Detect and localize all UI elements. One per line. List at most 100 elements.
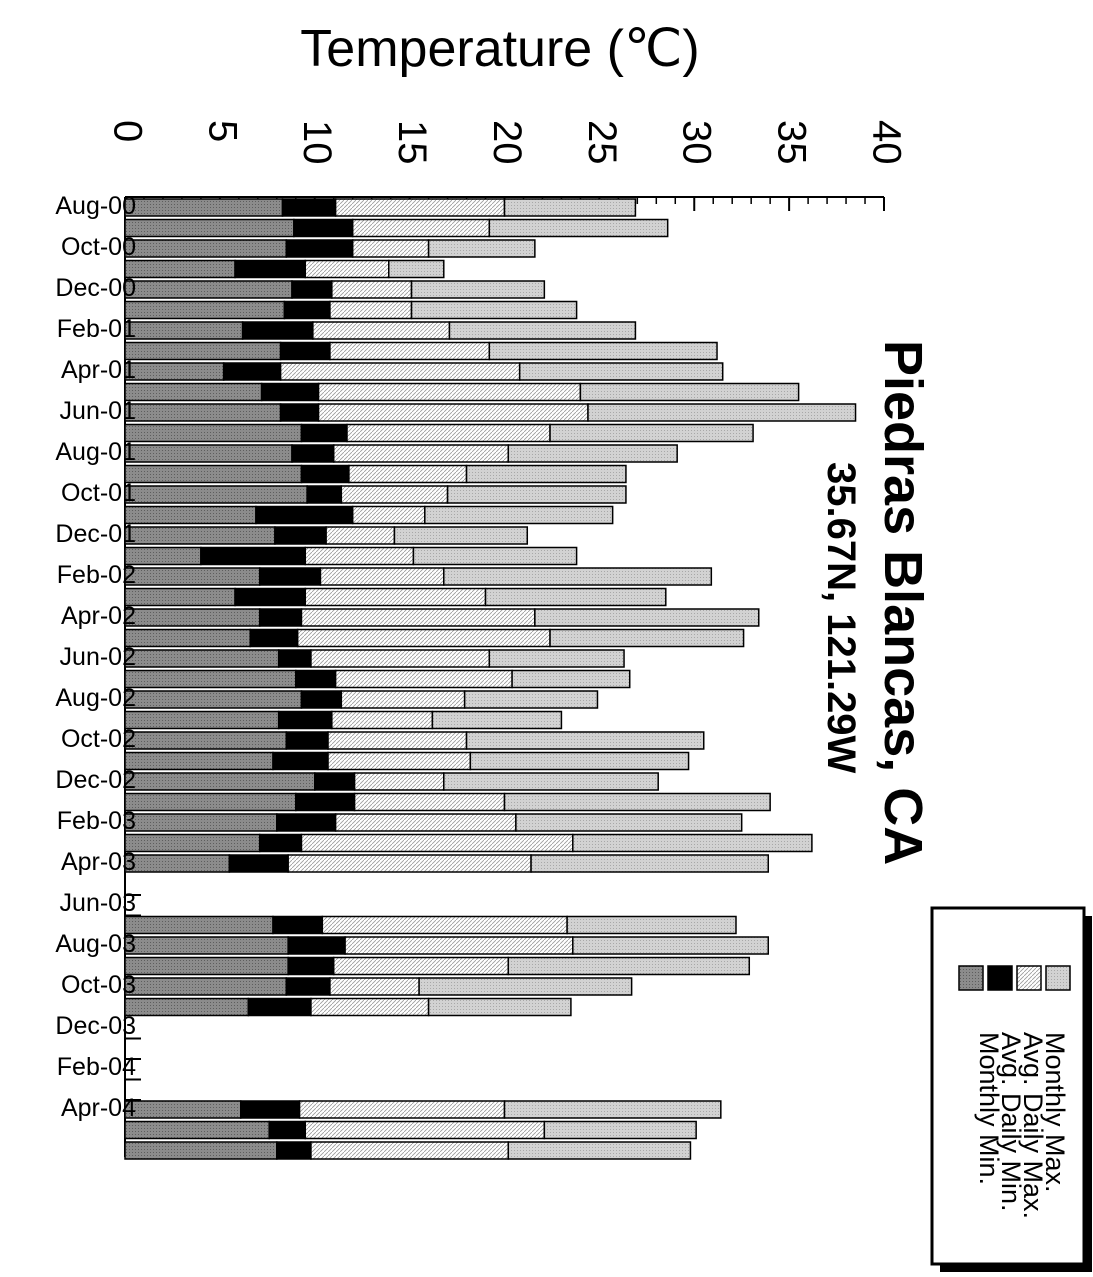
bar-Oct-02-avg-daily-max [327, 731, 468, 750]
bar-Sep-00-avg-daily-min [293, 218, 354, 238]
bar-Jun-01-avg-daily-max [317, 403, 589, 422]
bar-Feb-03-avg-daily-max [334, 813, 517, 832]
y-category-label-Dec-01: Dec-01 [55, 520, 136, 548]
bar-Nov-02-monthly-min [124, 751, 274, 771]
bar-Apr-02-avg-daily-max [300, 608, 536, 627]
bar-Jan-02-avg-daily-max [304, 546, 415, 566]
bar-Oct-03-monthly-min [124, 977, 288, 996]
bar-Apr-04-avg-daily-max [298, 1100, 506, 1119]
bar-Apr-01-monthly-max [518, 362, 724, 381]
bar-May-01-monthly-max [579, 382, 800, 402]
bar-Jan-03-avg-daily-max [353, 792, 506, 812]
bar-Jul-03-monthly-min [124, 915, 274, 935]
y-category-label-Jun-03: Jun-03 [60, 889, 136, 917]
bar-Oct-01-avg-daily-max [340, 485, 449, 504]
bar-Mar-03-avg-daily-max [300, 833, 574, 853]
bar-Mar-02-avg-daily-max [304, 587, 487, 607]
bar-Sep-00-monthly-max [488, 218, 669, 238]
bar-Jan-02-monthly-max [412, 546, 578, 566]
bar-Jun-02-monthly-max [488, 649, 625, 668]
bar-Apr-04-avg-daily-min [239, 1100, 301, 1119]
bar-Nov-03-avg-daily-min [247, 997, 312, 1017]
bar-Feb-01-avg-daily-max [312, 321, 451, 340]
bar-Oct-01-monthly-min [124, 485, 308, 504]
bar-Mar-01-avg-daily-min [279, 341, 331, 361]
bar-Oct-03-avg-daily-max [329, 977, 420, 996]
bar-Dec-01-avg-daily-max [325, 526, 396, 545]
bar-Sep-01-avg-daily-max [348, 464, 468, 484]
y-category-label-Apr-04: Apr-04 [61, 1094, 136, 1122]
x-tick-label-30: 30 [675, 120, 719, 165]
bar-Apr-04-monthly-max [503, 1100, 722, 1119]
bar-Dec-02-monthly-max [443, 772, 659, 791]
bar-Aug-00-avg-daily-max [334, 198, 506, 217]
bar-Mar-01-monthly-max [488, 341, 718, 361]
bar-Feb-01-monthly-max [448, 321, 637, 340]
bar-Jan-02-monthly-min [124, 546, 202, 566]
bar-Jun-01-monthly-max [587, 403, 857, 422]
bar-Sep-00-avg-daily-max [351, 218, 491, 238]
bar-Feb-03-monthly-min [124, 813, 278, 832]
legend: Monthly Max. Avg. Daily Max. Avg. Daily … [930, 906, 1092, 1272]
bar-Sep-02-avg-daily-min [277, 710, 333, 730]
legend-swatch-avg-daily-min [987, 965, 1013, 991]
bar-Oct-00-avg-daily-min [285, 239, 354, 258]
bar-Nov-01-avg-daily-min [255, 505, 354, 525]
x-tick-label-10: 10 [295, 120, 339, 165]
bar-May-04-avg-daily-min [268, 1120, 307, 1140]
y-category-label-Dec-03: Dec-03 [55, 1012, 136, 1040]
bar-Dec-01-monthly-max [393, 526, 529, 545]
y-category-label-Feb-02: Feb-02 [57, 561, 136, 589]
x-tick-label-35: 35 [770, 120, 814, 165]
bar-Aug-03-monthly-max [572, 936, 770, 955]
bar-Apr-01-avg-daily-max [279, 362, 521, 381]
bar-May-01-avg-daily-max [317, 382, 582, 402]
bar-Jul-03-avg-daily-min [272, 915, 324, 935]
bar-Nov-01-monthly-min [124, 505, 257, 525]
bar-Apr-01-avg-daily-min [222, 362, 282, 381]
bar-Aug-00-monthly-max [503, 198, 637, 217]
chart-subtitle: 35.67N, 121.29W [819, 462, 863, 774]
x-axis-title: Temperature (℃) [300, 20, 699, 78]
bar-Oct-02-avg-daily-min [285, 731, 329, 750]
bar-Jul-02-avg-daily-max [334, 669, 513, 689]
bar-Aug-03-avg-daily-max [344, 936, 574, 955]
bar-Aug-01-avg-daily-min [291, 444, 335, 463]
bar-Oct-03-avg-daily-min [285, 977, 331, 996]
bar-Aug-03-avg-daily-min [287, 936, 346, 955]
y-category-label-Aug-02: Aug-02 [55, 684, 136, 712]
bar-Jan-03-monthly-max [503, 792, 771, 812]
bar-Nov-00-avg-daily-min [234, 259, 307, 279]
bars [124, 198, 857, 1160]
bar-Mar-01-monthly-min [124, 341, 282, 361]
y-category-label-Aug-00: Aug-00 [55, 192, 136, 220]
bar-Nov-01-avg-daily-max [351, 505, 426, 525]
y-category-label-Apr-03: Apr-03 [61, 848, 136, 876]
bar-Dec-00-avg-daily-max [331, 280, 413, 299]
bar-Jun-02-monthly-min [124, 649, 280, 668]
bar-Mar-03-monthly-min [124, 833, 261, 853]
x-tick-label-20: 20 [485, 120, 529, 165]
bar-Dec-00-monthly-min [124, 280, 293, 299]
bar-Aug-01-avg-daily-max [332, 444, 510, 463]
bar-Oct-01-monthly-max [446, 485, 627, 504]
y-category-label-Apr-01: Apr-01 [61, 356, 136, 384]
legend-swatch-avg-daily-max [1016, 965, 1042, 991]
bar-Nov-01-monthly-max [424, 505, 614, 525]
legend-swatch-monthly-min [958, 965, 984, 991]
bar-Jan-02-avg-daily-min [200, 546, 307, 566]
legend-label-avg-daily-min: Avg. Daily Min. [996, 1032, 1026, 1212]
bar-Oct-00-avg-daily-max [351, 239, 430, 258]
bar-Jun-04-monthly-max [507, 1141, 692, 1160]
bar-Dec-02-monthly-min [124, 772, 316, 791]
bar-Jun-01-monthly-min [124, 403, 282, 422]
y-category-label-Jun-01: Jun-01 [60, 397, 136, 425]
bar-May-04-avg-daily-max [304, 1120, 546, 1140]
bar-Feb-02-monthly-min [124, 567, 261, 586]
bar-Dec-00-monthly-max [410, 280, 546, 299]
bar-Jun-04-avg-daily-max [310, 1141, 510, 1160]
legend-label-avg-daily-max: Avg. Daily Max. [1018, 1032, 1048, 1219]
bar-Oct-01-avg-daily-min [306, 485, 343, 504]
bar-Dec-02-avg-daily-max [353, 772, 445, 791]
bar-Aug-03-monthly-min [124, 936, 289, 955]
